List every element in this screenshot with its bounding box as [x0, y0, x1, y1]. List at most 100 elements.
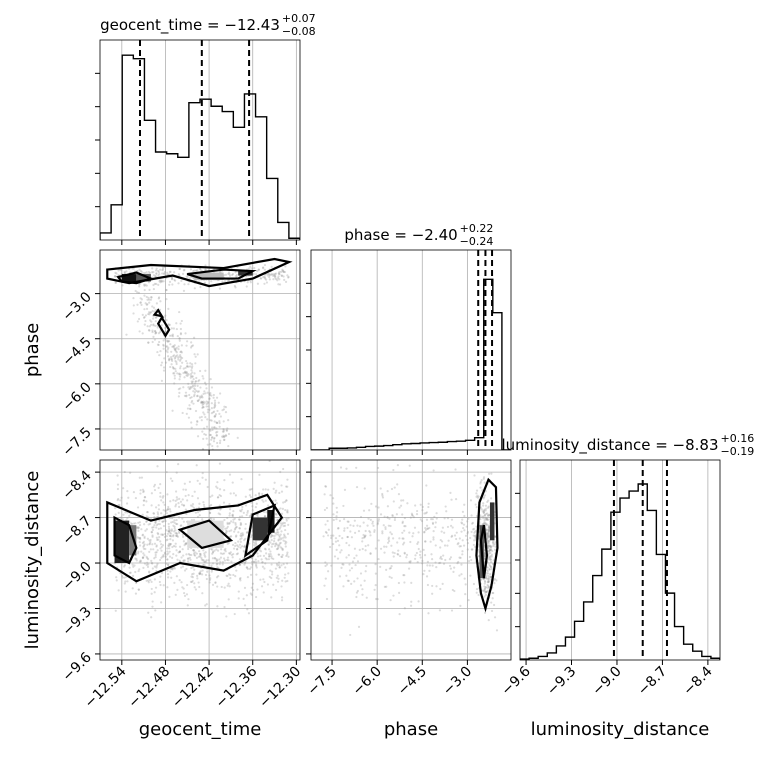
- sample-point: [275, 547, 279, 551]
- sample-point: [178, 337, 181, 340]
- sample-point: [174, 503, 178, 506]
- sample-point: [137, 521, 140, 524]
- sample-point: [192, 402, 195, 405]
- sample-point: [282, 524, 285, 528]
- sample-point: [165, 345, 168, 348]
- sample-point: [159, 491, 162, 495]
- sample-point: [494, 535, 497, 538]
- sample-point: [157, 332, 161, 335]
- sample-point: [488, 563, 491, 566]
- sample-point: [387, 524, 390, 527]
- sample-point: [251, 505, 254, 508]
- sample-point: [174, 490, 178, 493]
- sample-point: [271, 570, 274, 573]
- sample-point: [492, 543, 495, 546]
- sample-point: [147, 341, 150, 344]
- sample-point: [487, 580, 490, 584]
- sample-point: [222, 501, 226, 504]
- sample-point: [286, 532, 290, 536]
- sample-point: [194, 388, 197, 391]
- sample-point: [423, 512, 426, 515]
- sample-point: [159, 330, 162, 334]
- sample-point: [371, 522, 374, 525]
- sample-point: [487, 580, 490, 583]
- sample-point: [226, 558, 229, 562]
- sample-point: [175, 534, 178, 537]
- sample-point: [255, 573, 258, 576]
- sample-point: [160, 533, 163, 536]
- sample-point: [156, 512, 160, 516]
- sample-point: [488, 550, 491, 553]
- sample-point: [417, 600, 420, 603]
- sample-point: [159, 300, 162, 303]
- sample-point: [126, 517, 129, 520]
- title-minus: −0.19: [721, 445, 755, 458]
- sample-point: [155, 545, 158, 548]
- sample-point: [364, 549, 367, 552]
- sample-point: [124, 511, 127, 514]
- sample-point: [206, 418, 209, 421]
- sample-point: [171, 345, 174, 348]
- sample-point: [481, 510, 484, 513]
- sample-point: [154, 308, 157, 311]
- sample-point: [383, 545, 386, 548]
- sample-point: [179, 350, 182, 354]
- sample-point: [233, 612, 236, 616]
- sample-point: [176, 532, 179, 536]
- sample-point: [119, 516, 122, 519]
- sample-point: [136, 291, 139, 294]
- sample-point: [191, 344, 195, 347]
- contour-line: [152, 308, 165, 318]
- sample-point: [175, 346, 178, 349]
- sample-point: [241, 505, 244, 509]
- sample-point: [454, 468, 457, 471]
- sample-point: [146, 537, 149, 540]
- sample-point: [276, 580, 280, 583]
- sample-point: [435, 566, 438, 569]
- sample-point: [453, 534, 457, 537]
- sample-point: [274, 588, 278, 592]
- sample-point: [425, 518, 429, 521]
- sample-point: [487, 619, 490, 622]
- sample-point: [483, 582, 486, 585]
- sample-point: [409, 561, 412, 564]
- sample-point: [189, 407, 192, 411]
- sample-point: [461, 522, 464, 525]
- sample-point: [187, 547, 190, 551]
- sample-point: [326, 519, 329, 523]
- sample-point: [169, 567, 173, 571]
- sample-point: [426, 527, 429, 530]
- sample-point: [137, 569, 140, 573]
- sample-point: [386, 505, 390, 508]
- sample-point: [168, 357, 171, 360]
- sample-point: [396, 464, 399, 467]
- sample-point: [272, 583, 275, 586]
- sample-point: [143, 283, 146, 286]
- sample-point: [487, 534, 490, 538]
- sample-point: [164, 555, 167, 558]
- sample-point: [487, 524, 490, 527]
- sample-point: [153, 485, 156, 488]
- sample-point: [241, 534, 244, 537]
- sample-point: [249, 265, 252, 268]
- sample-point: [484, 591, 487, 594]
- histogram-geocent_time: [100, 54, 300, 240]
- sample-point: [281, 555, 284, 559]
- sample-point: [235, 569, 238, 572]
- sample-point: [234, 286, 237, 289]
- sample-point: [183, 559, 186, 562]
- sample-point: [183, 283, 186, 286]
- sample-point: [485, 518, 488, 521]
- sample-point: [286, 509, 289, 512]
- sample-point: [286, 274, 289, 277]
- sample-point: [373, 529, 376, 532]
- sample-point: [252, 560, 255, 563]
- sample-point: [365, 564, 368, 568]
- sample-point: [140, 298, 143, 301]
- sample-point: [263, 567, 266, 570]
- sample-point: [151, 267, 154, 270]
- sample-point: [215, 576, 219, 579]
- sample-point: [252, 540, 255, 543]
- sample-point: [213, 437, 216, 440]
- sample-point: [180, 344, 183, 347]
